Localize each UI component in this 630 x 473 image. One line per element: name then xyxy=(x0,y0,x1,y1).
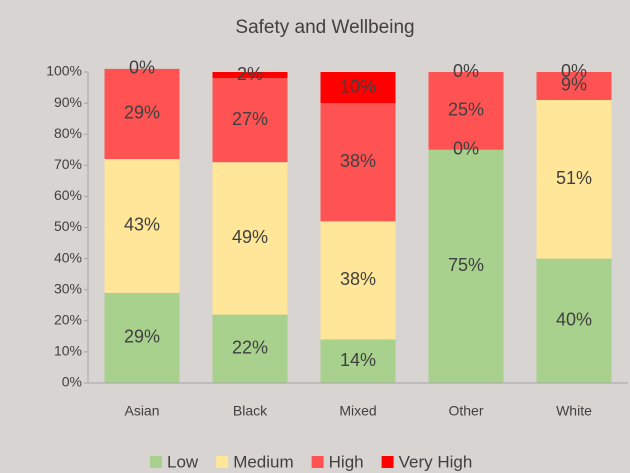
value-label: 10% xyxy=(340,76,376,96)
y-tick-label: 90% xyxy=(54,94,82,110)
value-label: 9% xyxy=(561,75,587,95)
value-label: 40% xyxy=(556,310,592,330)
value-label: 29% xyxy=(124,327,160,347)
legend-label: Low xyxy=(167,452,199,471)
bar-segment xyxy=(536,99,612,259)
bar-segment xyxy=(536,258,612,383)
bar-segment xyxy=(212,72,288,79)
value-label: 14% xyxy=(340,350,376,370)
legend-swatch xyxy=(216,456,229,468)
x-tick-label: Black xyxy=(233,403,268,419)
y-tick-label: 40% xyxy=(54,249,82,265)
value-label: 0% xyxy=(561,61,587,81)
x-tick-label: Other xyxy=(448,403,483,419)
value-label: 22% xyxy=(232,338,268,358)
legend-swatch xyxy=(150,456,162,468)
value-label: 2% xyxy=(237,64,263,84)
value-label: 43% xyxy=(124,215,160,235)
y-tick-label: 0% xyxy=(62,374,82,390)
y-tick-label: 70% xyxy=(54,156,82,172)
chart-title: Safety and Wellbeing xyxy=(235,17,414,38)
value-label: 27% xyxy=(232,109,268,129)
legend-label: Very High xyxy=(399,452,473,471)
y-tick-label: 20% xyxy=(54,312,82,328)
y-tick-label: 10% xyxy=(54,343,82,359)
bar-segment xyxy=(320,221,396,340)
y-tick-label: 60% xyxy=(54,187,82,203)
value-label: 0% xyxy=(453,139,479,159)
bar-segment xyxy=(428,149,504,383)
value-label: 75% xyxy=(448,255,484,275)
bar-segment xyxy=(428,72,504,150)
bar-segment xyxy=(536,72,612,100)
value-label: 0% xyxy=(129,58,155,78)
value-label: 38% xyxy=(340,269,376,289)
value-label: 49% xyxy=(232,227,268,247)
y-tick-label: 50% xyxy=(54,218,82,234)
bar-segment xyxy=(320,339,396,383)
legend-swatch xyxy=(311,456,324,468)
legend-label: High xyxy=(329,452,364,471)
y-tick-label: 80% xyxy=(54,125,82,141)
value-label: 29% xyxy=(124,103,160,123)
y-tick-label: 100% xyxy=(46,63,82,79)
y-tick-label: 30% xyxy=(54,280,82,296)
bar-segment xyxy=(104,292,180,383)
bar-segment xyxy=(320,72,396,104)
x-tick-label: White xyxy=(556,403,592,419)
legend-label: Medium xyxy=(233,452,293,471)
value-label: 38% xyxy=(340,151,376,171)
x-tick-label: Mixed xyxy=(339,403,376,419)
bar-segment xyxy=(104,68,180,160)
value-label: 0% xyxy=(453,61,479,81)
bar-segment xyxy=(212,162,288,315)
value-label: 25% xyxy=(448,100,484,120)
legend-swatch xyxy=(381,456,394,468)
bar-segment xyxy=(104,159,180,293)
value-label: 51% xyxy=(556,168,592,188)
x-tick-label: Asian xyxy=(124,403,159,419)
bar-segment xyxy=(320,103,396,222)
bar-segment xyxy=(212,78,288,163)
bar-segment xyxy=(212,314,288,383)
